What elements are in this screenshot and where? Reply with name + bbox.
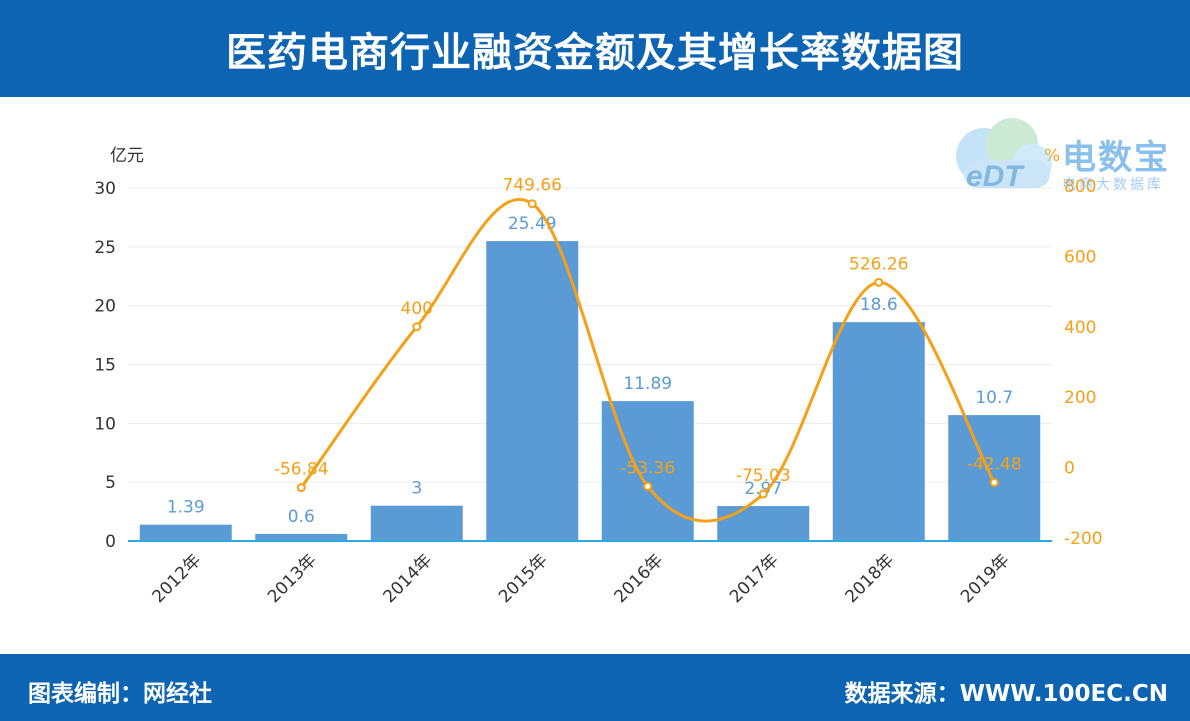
chart-area: 0 5 10 15 20 25 30 亿元 -200 0 200 400 600 800% 2012年 201…	[0, 97, 1190, 654]
bar	[139, 524, 232, 541]
bar-data-label: 11.89	[623, 374, 672, 394]
footer-credit: 图表编制：网经社	[28, 681, 212, 707]
line-point	[643, 481, 653, 491]
line-data-label: -75.03	[736, 466, 791, 486]
line-data-label: -53.36	[620, 458, 675, 478]
x-tick-label: 2015年	[495, 550, 552, 607]
watermark-brand: 电数宝	[1062, 138, 1170, 178]
line-data-label: 749.66	[503, 176, 562, 196]
bar	[717, 506, 810, 541]
bar	[255, 533, 348, 541]
line-point	[874, 277, 884, 287]
y-right-tick-label: 0	[1064, 459, 1075, 479]
y-right-tick-label: 600	[1064, 247, 1096, 267]
line-data-label: -42.48	[967, 455, 1022, 475]
x-tick-label: 2013年	[264, 550, 321, 607]
y-left-tick-label: 15	[94, 356, 116, 376]
bar-data-label: 0.6	[288, 507, 315, 527]
y-right-tick-label: -200	[1064, 529, 1103, 549]
page-title: 医药电商行业融资金额及其增长率数据图	[226, 29, 964, 76]
footer-bar: 图表编制：网经社 数据来源：WWW.100EC.CN	[0, 654, 1190, 721]
bar	[486, 241, 579, 541]
bar	[948, 415, 1041, 541]
line-point	[527, 199, 537, 209]
line-data-label: -56.84	[274, 460, 329, 480]
cloud-logo-icon: eDT	[956, 118, 1052, 193]
x-tick-label: 2017年	[726, 550, 783, 607]
footer-source: 数据来源：WWW.100EC.CN	[844, 681, 1168, 707]
y-left-tick-label: 20	[94, 297, 116, 317]
y-left-tick-label: 30	[94, 179, 116, 199]
x-tick-label: 2012年	[149, 550, 206, 607]
x-tick-label: 2019年	[957, 550, 1014, 607]
y-right-unit: %	[1044, 146, 1060, 166]
y-right-tick-label: 400	[1064, 318, 1096, 338]
line-point	[989, 478, 999, 488]
line-data-label: 526.26	[849, 254, 908, 274]
y-left-tick-label: 10	[94, 414, 116, 434]
x-tick-label: 2014年	[380, 550, 437, 607]
bar-data-label: 1.39	[167, 498, 205, 518]
line-data-label: 400	[401, 299, 433, 319]
bar	[370, 505, 463, 541]
line-point	[296, 483, 306, 493]
bar-data-label: 10.7	[975, 388, 1013, 408]
bar-data-label: 18.6	[860, 295, 898, 315]
line-point	[412, 322, 422, 332]
watermark: eDT 电数宝 电商大数据库	[944, 108, 1184, 198]
logo-text: eDT	[966, 160, 1025, 193]
line-point	[758, 489, 768, 499]
x-tick-label: 2016年	[611, 550, 668, 607]
y-right-tick-label: 200	[1064, 388, 1096, 408]
title-bar: 医药电商行业融资金额及其增长率数据图	[0, 0, 1190, 97]
y-left-unit: 亿元	[110, 146, 144, 166]
y-right-tick-label: 800	[1064, 177, 1096, 197]
bar	[832, 322, 925, 541]
x-tick-label: 2018年	[842, 550, 899, 607]
y-left-tick-label: 25	[94, 238, 116, 258]
y-left-tick-label: 0	[105, 532, 116, 552]
chart-svg: 0 5 10 15 20 25 30 亿元 -200 0 200 400 600 800% 2012年 201…	[94, 146, 1103, 607]
watermark-tagline: 电商大数据库	[1062, 177, 1164, 193]
bar-data-label: 3	[411, 479, 422, 499]
y-left-tick-label: 5	[105, 473, 116, 493]
